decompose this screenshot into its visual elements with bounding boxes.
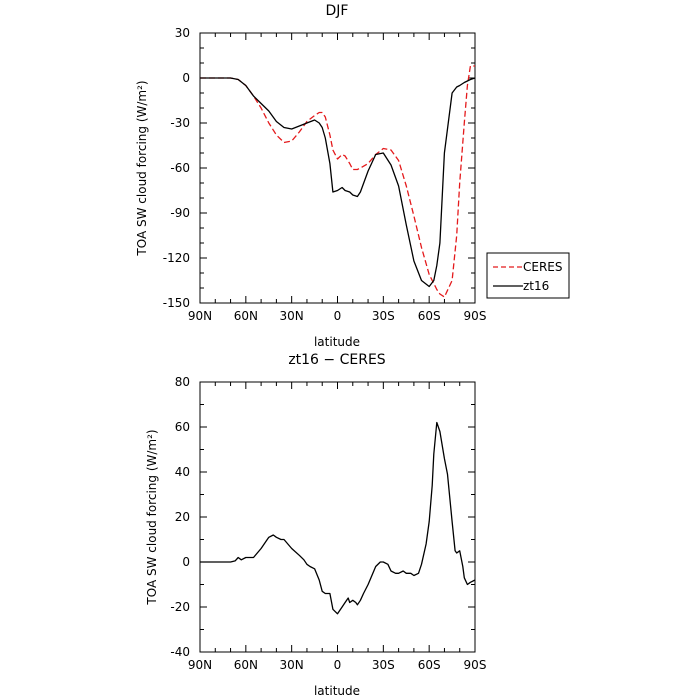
top-x-axis-label: latitude [314, 335, 360, 349]
bottom-x-tick-label-minus90: 90S [464, 658, 487, 672]
bottom-y-tick-label-80: 80 [175, 375, 190, 389]
bottom-x-tick-label-30: 30N [280, 658, 304, 672]
top-y-tick-label-30: 30 [175, 26, 190, 40]
bottom-y-tick-label-0: 0 [182, 555, 190, 569]
bottom-x-tick-label-60: 60N [234, 658, 258, 672]
top-chart-title: DJF [326, 3, 349, 19]
bottom-panel: zt16 − CERES 90N 60N 30N 0 30S 60S 90S 80 60 40 2… [145, 352, 486, 698]
bottom-y-tick-label-40: 40 [175, 465, 190, 479]
top-series-line-ceres [200, 65, 475, 298]
bottom-x-tick-label-minus60: 60S [418, 658, 441, 672]
top-x-tick-label-30: 30N [280, 309, 304, 323]
top-y-tick-label-0: 0 [182, 71, 190, 85]
bottom-chart-title: zt16 − CERES [288, 352, 385, 368]
top-y-tick-label-minus30: -30 [170, 116, 190, 130]
top-y-axis-label: TOA SW cloud forcing (W/m²) [135, 80, 149, 256]
bottom-plot-frame [199, 381, 476, 653]
top-x-tick-label-0: 0 [334, 309, 342, 323]
top-y-tick-label-minus60: -60 [170, 161, 190, 175]
bottom-x-tick-label-0: 0 [334, 658, 342, 672]
top-series-line-zt16 [200, 77, 476, 288]
top-y-tick-label-minus90: -90 [170, 206, 190, 220]
top-x-tick-group: 90N 60N 30N 0 30S 60S 90S [188, 33, 487, 323]
bottom-y-tick-label-60: 60 [175, 420, 190, 434]
bottom-x-tick-group: 90N 60N 30N 0 30S 60S 90S [188, 382, 487, 672]
bottom-x-tick-label-90: 90N [188, 658, 212, 672]
legend-box [486, 252, 570, 299]
legend: CERES zt16 [486, 252, 570, 299]
top-y-tick-label-minus120: -120 [163, 251, 190, 265]
top-series-group [200, 65, 476, 298]
top-x-tick-label-90: 90N [188, 309, 212, 323]
top-x-tick-label-60: 60N [234, 309, 258, 323]
bottom-y-axis-label: TOA SW cloud forcing (W/m²) [145, 429, 159, 605]
bottom-series-group [200, 421, 476, 615]
top-plot-frame [199, 32, 476, 304]
bottom-y-tick-group: 80 60 40 20 0 -20 -40 [170, 375, 475, 659]
top-y-tick-group: 30 0 -30 -60 -90 -120 -150 [163, 26, 475, 310]
bottom-x-axis-label: latitude [314, 684, 360, 698]
top-x-tick-label-minus60: 60S [418, 309, 441, 323]
bottom-series-line-difference [200, 421, 476, 615]
top-y-tick-label-minus150: -150 [163, 296, 190, 310]
top-x-tick-label-minus30: 30S [372, 309, 395, 323]
legend-ceres-label: CERES [523, 260, 563, 274]
bottom-x-tick-label-minus30: 30S [372, 658, 395, 672]
top-panel: DJF 90N 60N 30N 0 30S 60S 90S 30 0 -30 -60 -90 -120… [135, 3, 570, 349]
bottom-y-tick-label-minus40: -40 [170, 645, 190, 659]
bottom-y-tick-label-minus20: -20 [170, 600, 190, 614]
top-x-tick-label-minus90: 90S [464, 309, 487, 323]
bottom-y-tick-label-20: 20 [175, 510, 190, 524]
legend-zt16-label: zt16 [523, 279, 549, 293]
